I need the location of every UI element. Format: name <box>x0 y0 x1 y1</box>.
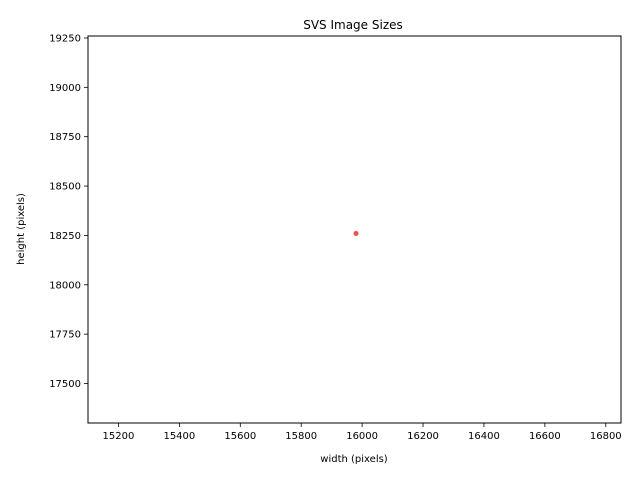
chart-title: SVS Image Sizes <box>303 18 403 32</box>
y-tick-label: 17750 <box>49 330 81 341</box>
y-tick-label: 18000 <box>49 280 81 291</box>
x-axis-ticks: 15200 15400 15600 15800 16000 16200 16400 16600… <box>103 423 622 442</box>
plot-frame <box>87 35 622 424</box>
x-tick-label: 16000 <box>346 431 378 442</box>
y-tick-label: 19000 <box>49 83 81 94</box>
y-tick-label: 18750 <box>49 132 81 143</box>
y-tick-label: 19250 <box>49 33 81 44</box>
x-tick-label: 15600 <box>224 431 256 442</box>
plot-area <box>87 35 622 424</box>
x-tick-label: 16400 <box>468 431 500 442</box>
x-tick-label: 16800 <box>590 431 622 442</box>
x-tick-label: 15400 <box>163 431 195 442</box>
x-axis-label: width (pixels) <box>320 454 388 465</box>
y-axis-label: height (pixels) <box>16 193 27 265</box>
y-tick-label: 18500 <box>49 182 81 193</box>
y-tick-label: 17500 <box>49 379 81 390</box>
y-tick-label: 18250 <box>49 231 81 242</box>
data-points <box>353 230 359 236</box>
x-tick-label: 15200 <box>103 431 135 442</box>
x-tick-label: 16600 <box>529 431 561 442</box>
x-tick-label: 16200 <box>407 431 439 442</box>
y-axis-ticks: 17500 17750 18000 18250 18500 18750 19000 19250 <box>49 33 88 390</box>
data-point <box>353 230 359 236</box>
x-tick-label: 15800 <box>285 431 317 442</box>
